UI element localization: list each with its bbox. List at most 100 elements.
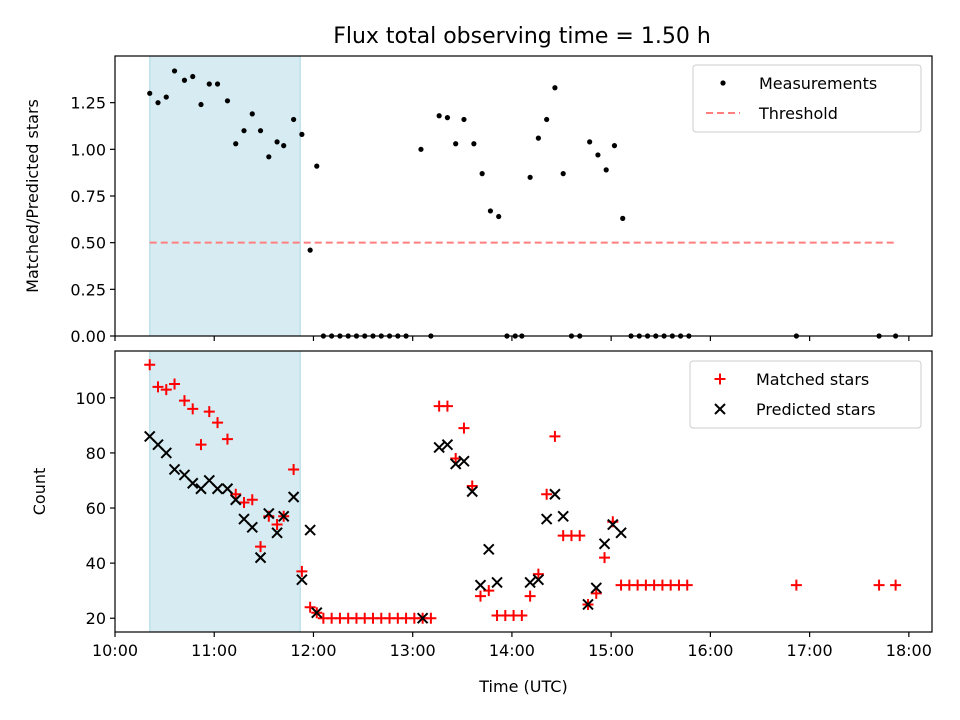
y-tick-label: 20: [86, 609, 106, 628]
measurement-point: [155, 100, 161, 106]
measurement-point: [496, 213, 502, 220]
predicted-point: [187, 477, 199, 489]
measurement-point: [181, 77, 188, 83]
matched-point: [195, 439, 207, 451]
x-tick-label: 13:00: [390, 641, 436, 660]
matched-point: [541, 488, 553, 500]
predicted-point: [549, 488, 561, 500]
matched-point: [203, 406, 215, 418]
matched-point: [288, 463, 300, 475]
highlight-span: [149, 55, 301, 337]
predicted-point: [474, 579, 487, 591]
matched-point: [178, 395, 190, 407]
predicted-point: [304, 524, 316, 536]
matched-point: [238, 497, 250, 509]
measurement-point: [291, 116, 297, 123]
x-tick-label: 10:00: [92, 641, 138, 660]
measurement-point: [249, 111, 255, 117]
measurement-point: [299, 131, 305, 137]
y-tick-label: 80: [86, 444, 106, 463]
x-tick-label: 16:00: [687, 641, 733, 660]
count-panel: 10:00 11:00 12:00 13:00 14:00 15:00 16:00 17:00…: [30, 350, 933, 696]
predicted-point: [458, 455, 470, 467]
predicted-point: [524, 576, 536, 589]
matched-point: [441, 400, 453, 412]
legend-measurement-swatch: [720, 80, 726, 86]
measurement-point: [206, 81, 212, 87]
matched-point: [230, 488, 242, 500]
y-tick-label: 60: [86, 499, 106, 518]
legend-label: Matched stars: [756, 370, 869, 389]
predicted-point: [483, 543, 495, 556]
predicted-point: [557, 510, 569, 523]
predicted-point: [211, 483, 224, 495]
predicted-point: [168, 463, 181, 476]
predicted-point: [441, 438, 454, 451]
predicted-point: [271, 527, 283, 539]
matched-point: [187, 403, 199, 415]
measurement-point: [611, 143, 618, 149]
y-tick-label: 0.25: [70, 280, 106, 299]
measurement-point: [453, 141, 459, 147]
predicted-point: [311, 607, 323, 619]
measurement-point: [198, 101, 204, 108]
measurement-point: [241, 128, 247, 134]
predicted-point: [582, 598, 594, 611]
matched-point: [590, 587, 602, 599]
predicted-point: [598, 538, 611, 550]
y-tick-label: 1.00: [70, 140, 106, 159]
matched-point: [212, 417, 224, 429]
predicted-point: [254, 551, 267, 564]
predicted-point: [615, 527, 627, 539]
legend-box: [692, 64, 922, 133]
x-tick-label: 18:00: [886, 641, 932, 660]
x-axis-label: Time (UTC): [478, 677, 567, 696]
predicted-point: [416, 612, 429, 624]
legend-predicted-swatch: [714, 403, 726, 415]
legend-label: Predicted stars: [756, 400, 876, 419]
predicted-point: [221, 483, 234, 495]
predicted-point: [449, 458, 462, 470]
measurement-point: [595, 152, 601, 158]
measurement-point: [224, 98, 231, 104]
matched-point: [549, 430, 561, 442]
matched-point: [304, 601, 316, 613]
matched-point: [681, 579, 693, 591]
measurement-point: [257, 128, 264, 134]
measurement-point: [314, 163, 320, 169]
predicted-point: [532, 573, 545, 586]
predicted-point: [540, 513, 553, 525]
y-tick-label: 100: [75, 389, 106, 408]
predicted-point: [230, 494, 242, 506]
x-tick-label: 14:00: [489, 641, 535, 660]
measurement-point: [487, 208, 494, 214]
measurement-point: [527, 174, 533, 180]
measurement-point: [163, 94, 169, 100]
measurement-point: [171, 68, 178, 74]
measurement-point: [603, 167, 609, 173]
matched-point: [483, 585, 495, 597]
measurement-point: [444, 115, 451, 121]
x-tick-label: 11:00: [191, 641, 237, 660]
measurement-point: [307, 247, 313, 253]
matched-point: [466, 480, 478, 492]
y-tick-label: 0.75: [70, 187, 106, 206]
chart-title: Flux total observing time = 1.50 h: [333, 24, 711, 49]
matched-point: [255, 541, 267, 553]
predicted-point: [246, 521, 258, 534]
matched-point: [574, 530, 586, 542]
plot-frame: [114, 350, 933, 633]
series-predicted-stars: [144, 430, 627, 624]
legend-matched-swatch: [714, 373, 726, 385]
y-axis-label: Count: [30, 468, 49, 516]
measurement-point: [281, 143, 287, 149]
measurement-point: [190, 73, 196, 80]
predicted-point: [433, 441, 445, 454]
y-axis-label: Matched/Predicted stars: [23, 99, 42, 293]
matched-point: [450, 452, 462, 464]
legend: Measurements Threshold: [692, 64, 922, 133]
y-tick-label: 1.25: [70, 94, 106, 113]
matched-point: [160, 384, 172, 396]
measurement-point: [552, 85, 558, 91]
